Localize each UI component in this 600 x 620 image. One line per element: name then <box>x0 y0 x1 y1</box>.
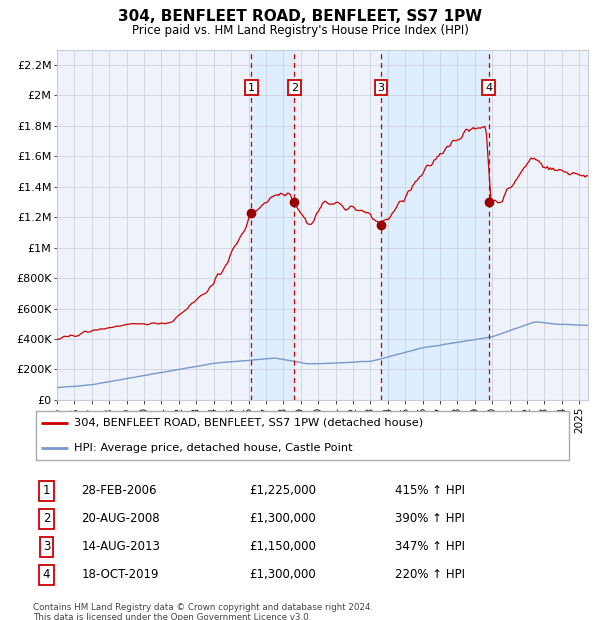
Text: £1,225,000: £1,225,000 <box>249 484 316 497</box>
Text: 4: 4 <box>43 569 50 582</box>
Text: 390% ↑ HPI: 390% ↑ HPI <box>395 513 464 525</box>
Text: £1,300,000: £1,300,000 <box>249 513 316 525</box>
Text: 3: 3 <box>43 541 50 554</box>
Text: £1,150,000: £1,150,000 <box>249 541 316 554</box>
Text: 14-AUG-2013: 14-AUG-2013 <box>82 541 160 554</box>
Text: 2: 2 <box>291 82 298 92</box>
Text: 1: 1 <box>248 82 255 92</box>
Text: 20-AUG-2008: 20-AUG-2008 <box>82 513 160 525</box>
Text: 4: 4 <box>485 82 493 92</box>
Text: 3: 3 <box>377 82 385 92</box>
Text: 220% ↑ HPI: 220% ↑ HPI <box>395 569 465 582</box>
Text: 1: 1 <box>43 484 50 497</box>
Text: 28-FEB-2006: 28-FEB-2006 <box>82 484 157 497</box>
Text: 304, BENFLEET ROAD, BENFLEET, SS7 1PW: 304, BENFLEET ROAD, BENFLEET, SS7 1PW <box>118 9 482 24</box>
Bar <box>251 50 295 400</box>
Text: HPI: Average price, detached house, Castle Point: HPI: Average price, detached house, Cast… <box>74 443 352 453</box>
Text: £1,300,000: £1,300,000 <box>249 569 316 582</box>
Text: 415% ↑ HPI: 415% ↑ HPI <box>395 484 465 497</box>
Text: 18-OCT-2019: 18-OCT-2019 <box>82 569 159 582</box>
Bar <box>381 50 489 400</box>
FancyBboxPatch shape <box>36 411 569 460</box>
Text: Contains HM Land Registry data © Crown copyright and database right 2024.
This d: Contains HM Land Registry data © Crown c… <box>33 603 373 620</box>
Text: 2: 2 <box>43 513 50 525</box>
Text: 304, BENFLEET ROAD, BENFLEET, SS7 1PW (detached house): 304, BENFLEET ROAD, BENFLEET, SS7 1PW (d… <box>74 418 422 428</box>
Text: Price paid vs. HM Land Registry's House Price Index (HPI): Price paid vs. HM Land Registry's House … <box>131 24 469 37</box>
Text: 347% ↑ HPI: 347% ↑ HPI <box>395 541 465 554</box>
